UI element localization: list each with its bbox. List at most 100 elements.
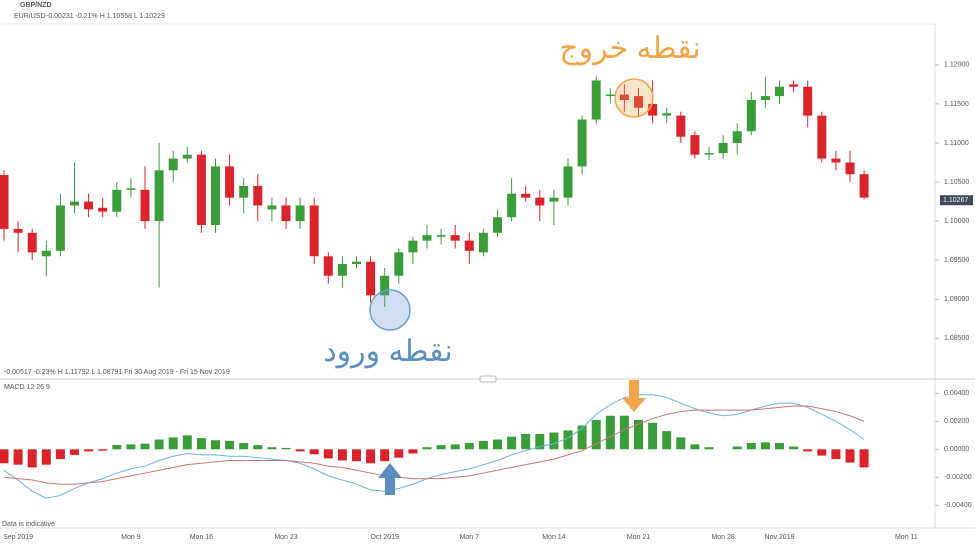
y-tick-label: 1.11500 bbox=[944, 101, 969, 108]
histogram-bar bbox=[591, 419, 601, 450]
candle-body bbox=[845, 162, 855, 175]
candle-body bbox=[859, 174, 869, 198]
y-tick-label: 1.08500 bbox=[944, 335, 969, 342]
entry-label: نقطه ورود bbox=[323, 335, 452, 369]
candle-body bbox=[55, 205, 65, 251]
exit-arrow bbox=[622, 380, 646, 412]
histogram-bar bbox=[225, 440, 235, 450]
y-tick-label: -0.00200 bbox=[944, 474, 972, 481]
candle-body bbox=[281, 205, 291, 222]
histogram-bar bbox=[845, 449, 855, 463]
candle-body bbox=[704, 153, 714, 155]
candle-body bbox=[591, 80, 601, 120]
histogram-bar bbox=[70, 449, 79, 455]
candle-body bbox=[13, 228, 23, 233]
candle-body bbox=[126, 188, 136, 190]
histogram-bar bbox=[521, 433, 531, 450]
candle-body bbox=[267, 205, 277, 210]
histogram-bar bbox=[211, 440, 220, 450]
x-tick-label: Nov 2019 bbox=[765, 534, 795, 541]
candle-body bbox=[295, 205, 305, 222]
y-tick-label: 1.09000 bbox=[944, 296, 969, 303]
candle-body bbox=[140, 189, 150, 222]
candle-body bbox=[549, 197, 559, 202]
candle-body bbox=[478, 232, 488, 253]
histogram-bar bbox=[493, 439, 502, 450]
candle-body bbox=[577, 119, 587, 167]
histogram-bar bbox=[605, 415, 615, 450]
candle-body bbox=[168, 158, 178, 171]
histogram-bar bbox=[27, 449, 37, 468]
y-tick-label: -0.00400 bbox=[944, 502, 972, 509]
indicator-line bbox=[3, 394, 865, 499]
histogram-bar bbox=[140, 443, 150, 450]
candle-body bbox=[690, 135, 700, 155]
histogram-bar bbox=[267, 447, 277, 450]
candle-body bbox=[253, 185, 263, 206]
histogram-bar bbox=[662, 431, 672, 450]
histogram-bar bbox=[450, 444, 460, 450]
candle-body bbox=[366, 261, 376, 296]
histogram-bar bbox=[789, 446, 799, 450]
y-tick-label: 1.10500 bbox=[944, 179, 969, 186]
candle-body bbox=[380, 275, 390, 296]
candle-body bbox=[563, 166, 573, 198]
candle-body bbox=[211, 166, 220, 225]
histogram-bar bbox=[634, 419, 643, 450]
histogram-bar bbox=[112, 445, 122, 450]
pane-handle[interactable] bbox=[479, 375, 497, 383]
x-tick-label: Mon 9 bbox=[121, 534, 141, 541]
y-tick-label: 1.11000 bbox=[944, 140, 969, 147]
candle-body bbox=[408, 240, 418, 253]
histogram-bar bbox=[704, 447, 714, 450]
candle-body bbox=[394, 252, 404, 276]
x-tick-label: Mon 16 bbox=[190, 534, 213, 541]
candle-body bbox=[760, 96, 770, 100]
histogram-bar bbox=[168, 437, 178, 450]
exit-circle bbox=[614, 78, 654, 118]
candle-body bbox=[634, 96, 643, 108]
x-tick-label: Mon 21 bbox=[627, 534, 650, 541]
candle-body bbox=[84, 201, 94, 210]
candle-body bbox=[450, 235, 460, 241]
candle-body bbox=[662, 113, 672, 116]
candle-body bbox=[521, 193, 531, 198]
y-tick-label: 0.00200 bbox=[944, 418, 969, 425]
x-tick-label: Mon 23 bbox=[274, 534, 297, 541]
histogram-bar bbox=[408, 449, 418, 454]
histogram-bar bbox=[55, 449, 65, 460]
last-price-box bbox=[940, 195, 973, 206]
histogram-bar bbox=[281, 447, 291, 450]
candle-body bbox=[803, 86, 813, 116]
histogram-bar bbox=[380, 449, 390, 462]
entry-circle bbox=[369, 289, 411, 331]
candle-body bbox=[422, 235, 432, 241]
histogram-bar bbox=[41, 449, 51, 465]
histogram-bar bbox=[478, 440, 488, 450]
candle-body bbox=[70, 201, 79, 206]
histogram-bar bbox=[253, 445, 263, 450]
histogram-bar bbox=[394, 449, 404, 458]
candle-body bbox=[493, 217, 502, 233]
histogram-bar bbox=[535, 433, 545, 450]
histogram-bar bbox=[690, 444, 700, 450]
histogram-bar bbox=[549, 432, 559, 450]
symbol-2[interactable]: EUR/USD bbox=[14, 13, 46, 20]
histogram-bar bbox=[98, 449, 108, 451]
histogram-bar bbox=[831, 449, 841, 460]
histogram-bar bbox=[295, 449, 305, 452]
x-tick-label: Mon 11 bbox=[895, 534, 918, 541]
candle-body bbox=[337, 264, 347, 276]
y-tick-label: 1.10000 bbox=[944, 218, 969, 225]
candle-body bbox=[41, 250, 51, 257]
candle-body bbox=[436, 235, 446, 237]
candle-body bbox=[0, 175, 9, 229]
candle-body bbox=[619, 94, 629, 100]
candle-body bbox=[831, 158, 841, 163]
x-tick-label: Mon 28 bbox=[711, 534, 734, 541]
histogram-bar bbox=[619, 415, 629, 450]
candle-body bbox=[154, 170, 164, 222]
quote: -0.00231 -0.21% H 1.10558 L 1.10229 bbox=[46, 13, 165, 20]
